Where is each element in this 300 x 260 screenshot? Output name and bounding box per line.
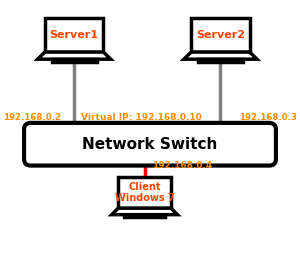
Text: Server1: Server1 xyxy=(50,30,99,40)
Text: Virtual IP: 192.168.0.10: Virtual IP: 192.168.0.10 xyxy=(82,113,202,122)
Text: 192.168.0.4: 192.168.0.4 xyxy=(152,161,213,170)
Polygon shape xyxy=(184,52,257,59)
FancyBboxPatch shape xyxy=(24,123,276,166)
Text: Server2: Server2 xyxy=(196,30,245,40)
Polygon shape xyxy=(52,59,97,62)
Polygon shape xyxy=(191,18,250,52)
Text: Network Switch: Network Switch xyxy=(82,137,218,152)
Polygon shape xyxy=(112,208,178,215)
Polygon shape xyxy=(45,18,104,52)
Polygon shape xyxy=(198,59,243,62)
Text: 192.168.0.2: 192.168.0.2 xyxy=(3,113,61,122)
Polygon shape xyxy=(38,52,111,59)
Text: 192.168.0.3: 192.168.0.3 xyxy=(239,113,297,122)
Text: Client
Windows 7: Client Windows 7 xyxy=(115,181,175,203)
Polygon shape xyxy=(124,215,165,217)
Polygon shape xyxy=(118,177,171,208)
